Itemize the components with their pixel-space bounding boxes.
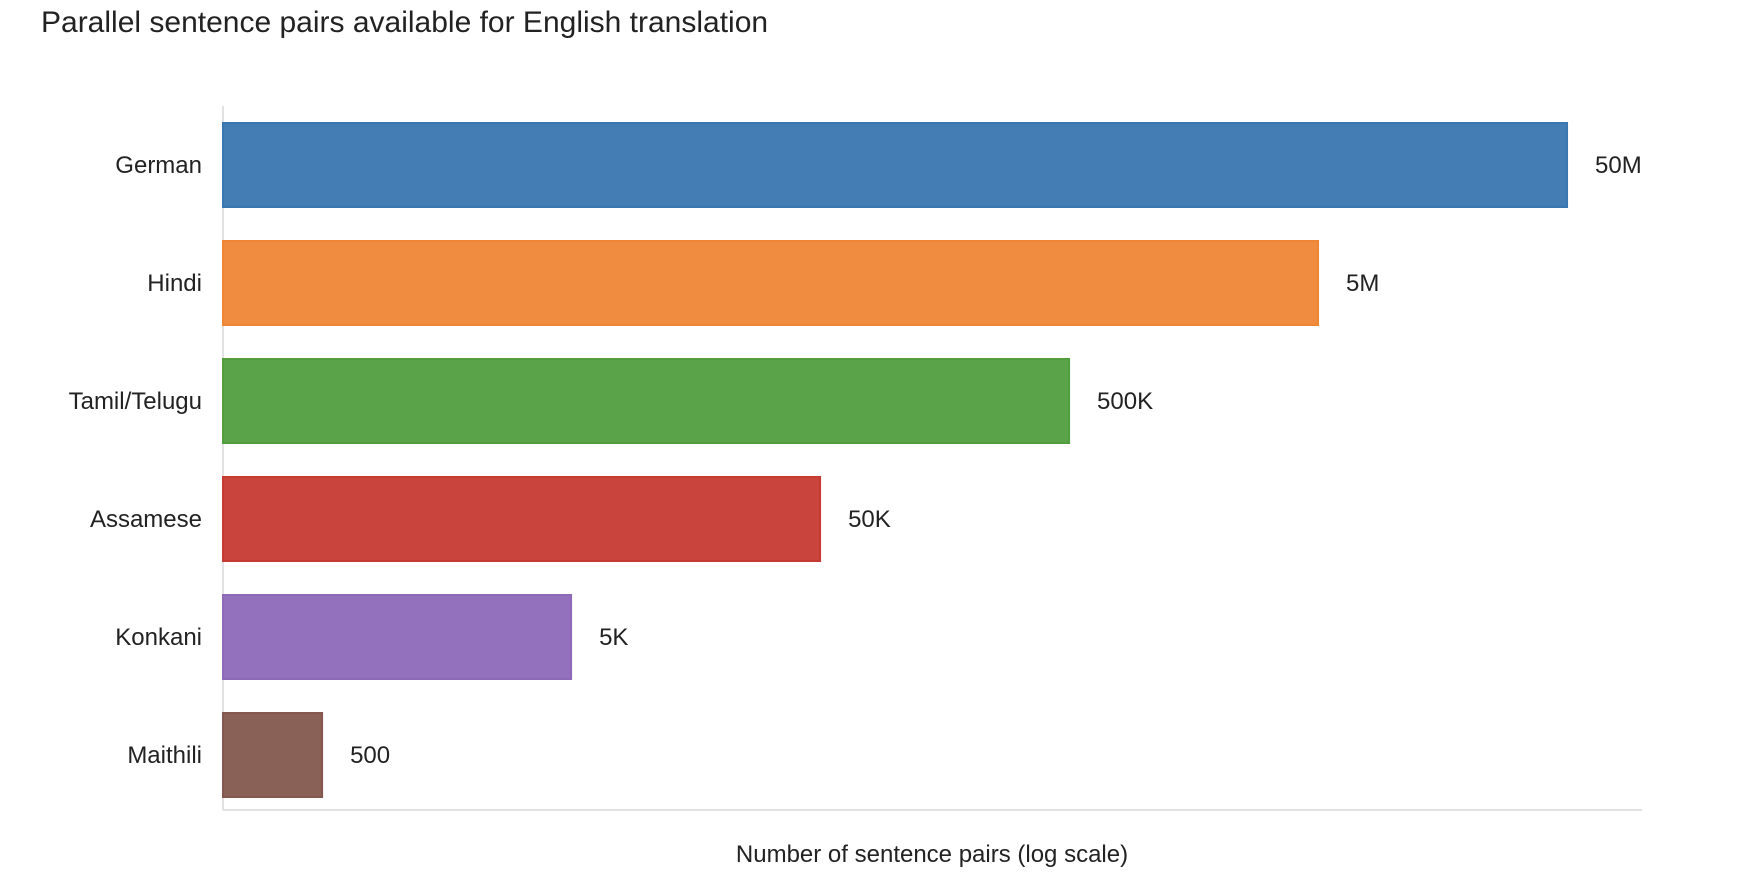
- category-label-konkani: Konkani: [115, 624, 202, 651]
- bar-konkani: [222, 594, 573, 680]
- x-axis-title: Number of sentence pairs (log scale): [736, 841, 1128, 868]
- category-label-tamil-telugu: Tamil/Telugu: [69, 388, 202, 415]
- category-label-hindi: Hindi: [147, 270, 202, 297]
- chart-title: Parallel sentence pairs available for En…: [41, 6, 769, 39]
- value-label-german: 50M: [1595, 152, 1642, 179]
- value-label-maithili: 500: [350, 742, 390, 769]
- category-label-maithili: Maithili: [127, 742, 202, 769]
- bar-tamil-telugu: [222, 358, 1071, 444]
- bar-maithili: [222, 712, 324, 798]
- bar-hindi: [222, 240, 1320, 326]
- bars-group: [222, 122, 1569, 798]
- category-labels-group: German Hindi Tamil/Telugu Assamese Konkani Ma…: [69, 152, 202, 769]
- value-label-tamil-telugu: 500K: [1097, 388, 1153, 415]
- category-label-german: German: [115, 152, 202, 179]
- bar-assamese: [222, 476, 822, 562]
- category-label-assamese: Assamese: [90, 506, 202, 533]
- value-label-hindi: 5M: [1346, 270, 1379, 297]
- value-labels-group: 50M 5M 500K 50K 5K 500: [350, 152, 1642, 769]
- value-label-assamese: 50K: [848, 506, 891, 533]
- value-label-konkani: 5K: [599, 624, 628, 651]
- bar-german: [222, 122, 1569, 208]
